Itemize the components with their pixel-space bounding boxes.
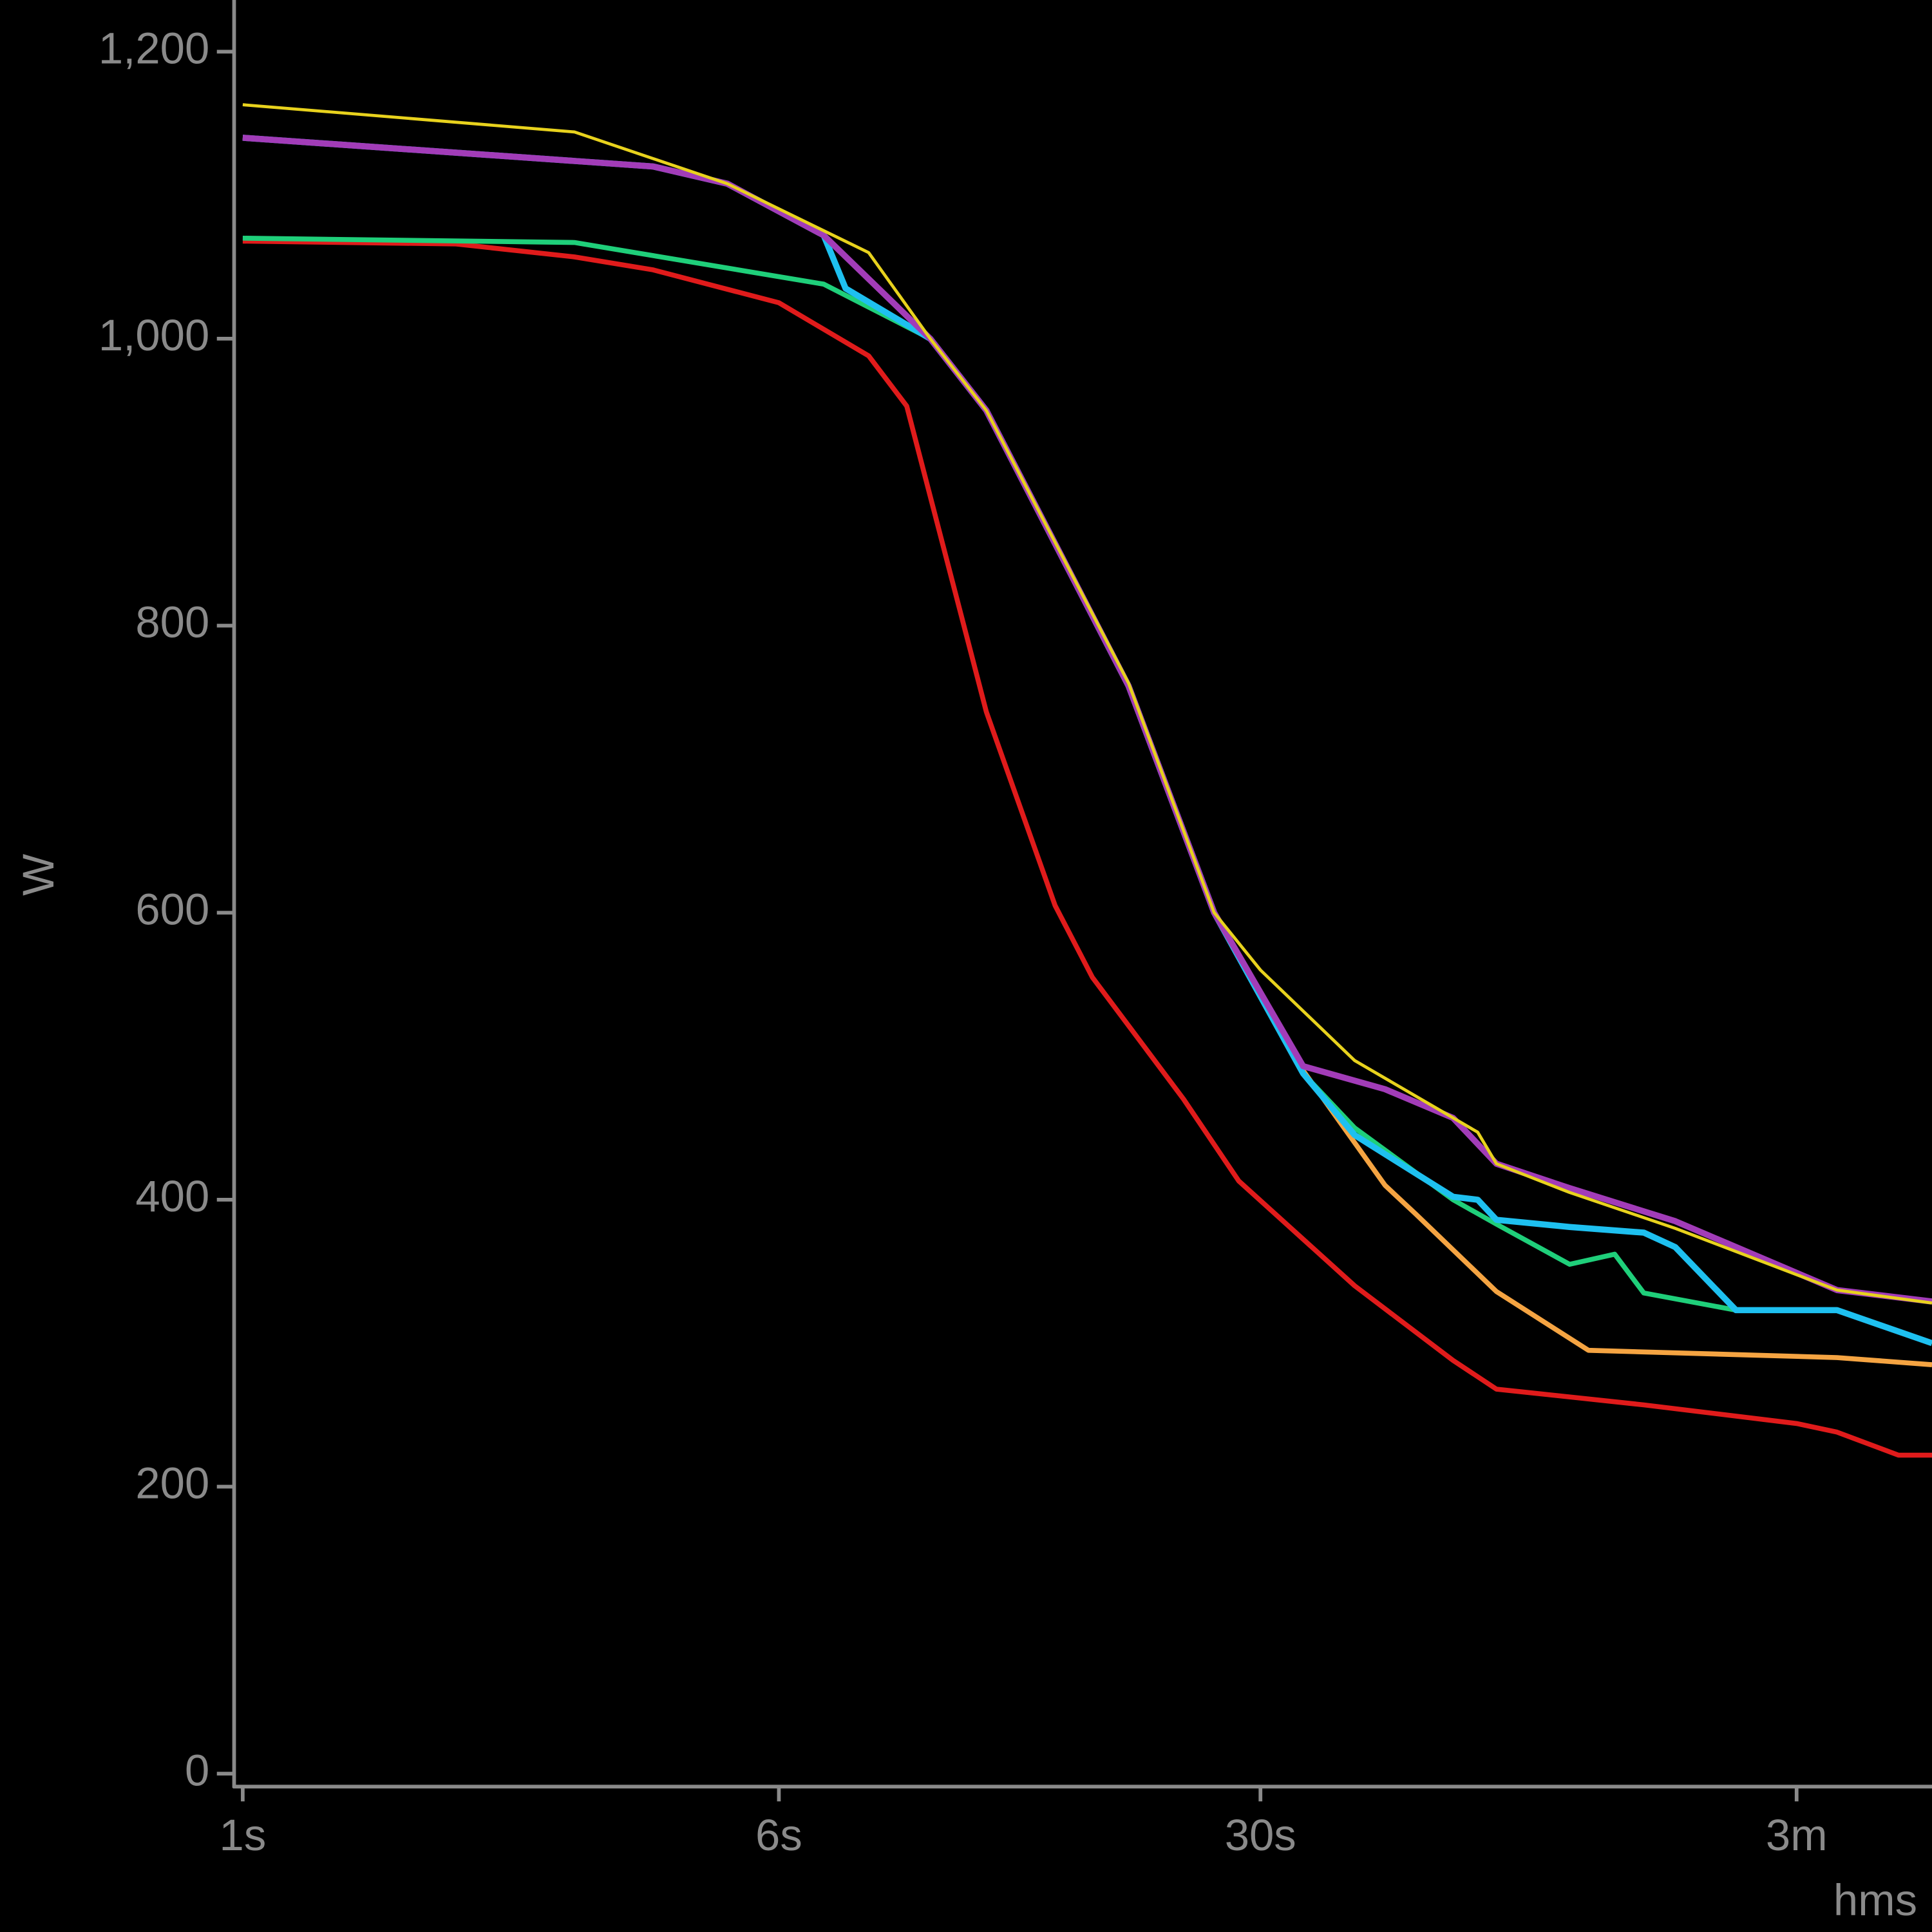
y-axis-label: W (14, 854, 63, 896)
series-line (242, 135, 1932, 1347)
x-axis-label: hms (1833, 1875, 1917, 1925)
y-tick-label: 600 (135, 884, 209, 934)
series-line (242, 238, 1932, 1458)
x-tick-label: 1s (220, 1810, 267, 1860)
x-tick-label: 3m (1766, 1810, 1828, 1860)
series-line (242, 236, 1932, 1346)
series-line (242, 135, 1932, 1367)
y-tick-label: 400 (135, 1171, 209, 1221)
y-tick-label: 0 (185, 1745, 209, 1795)
series-line (242, 103, 1932, 1305)
y-tick-label: 200 (135, 1459, 209, 1508)
y-tick-label: 800 (135, 598, 209, 647)
x-tick-label: 30s (1225, 1810, 1296, 1860)
y-tick-label: 1,000 (99, 310, 209, 360)
series-line (242, 135, 1932, 1305)
y-tick-label: 1,200 (99, 23, 209, 73)
x-tick-label: 6s (755, 1810, 802, 1860)
